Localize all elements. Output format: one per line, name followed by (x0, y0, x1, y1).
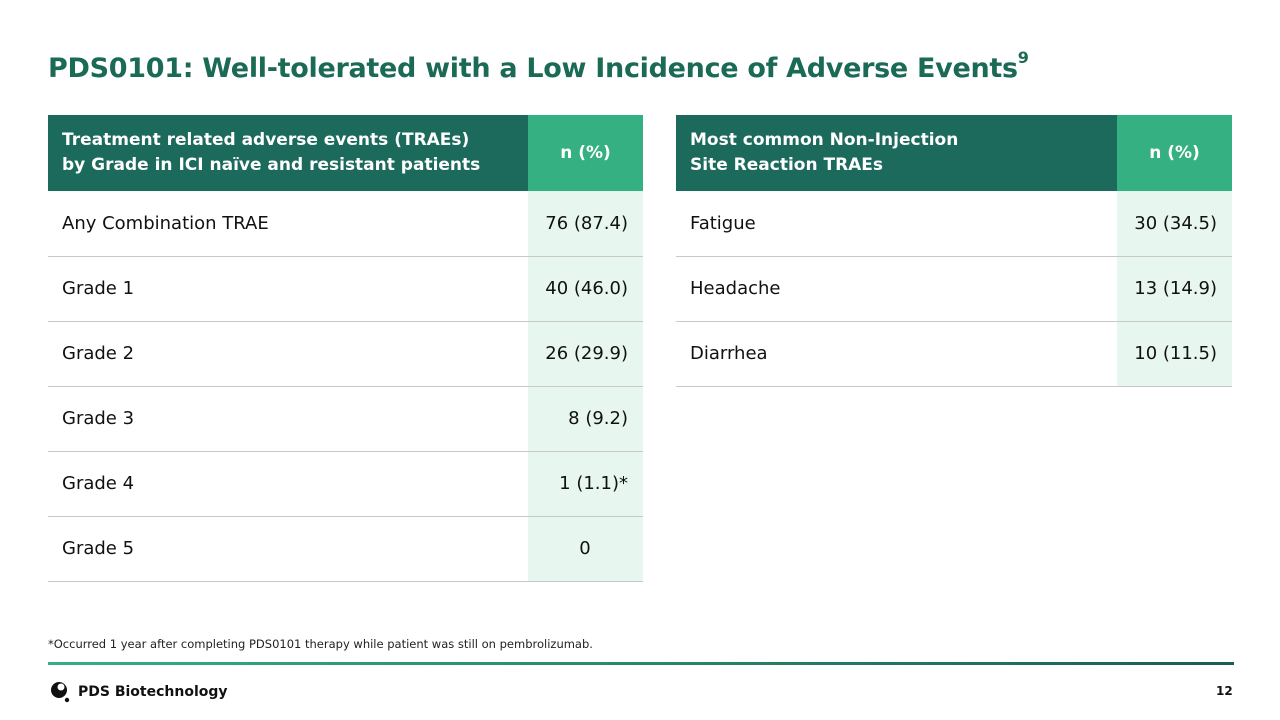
page-number: 12 (1216, 684, 1233, 698)
row-value: 1 (1.1)* (528, 451, 643, 517)
row-label: Grade 4 (48, 451, 528, 517)
row-value: 40 (46.0) (528, 256, 643, 322)
header-line: by Grade in ICI naïve and resistant pati… (62, 155, 481, 175)
row-value: 13 (14.9) (1117, 256, 1232, 322)
row-label: Grade 5 (48, 516, 528, 582)
row-value: 10 (11.5) (1117, 321, 1232, 387)
table-row: Any Combination TRAE 76 (87.4) (48, 191, 643, 257)
logo-mark-icon (51, 682, 70, 703)
table-row: Grade 1 40 (46.0) (48, 256, 643, 322)
slide-title: PDS0101: Well-tolerated with a Low Incid… (48, 48, 1029, 84)
table-row: Diarrhea 10 (11.5) (676, 321, 1232, 387)
row-label: Grade 3 (48, 386, 528, 452)
row-label: Grade 1 (48, 256, 528, 322)
header-n: n (%) (1117, 115, 1232, 191)
row-label: Any Combination TRAE (48, 191, 528, 257)
table-row: Headache 13 (14.9) (676, 256, 1232, 322)
table-header: Treatment related adverse events (TRAEs)… (48, 115, 643, 191)
title-superscript: 9 (1017, 48, 1029, 67)
row-value: 30 (34.5) (1117, 191, 1232, 257)
row-value: 26 (29.9) (528, 321, 643, 387)
logo-text: PDS Biotechnology (78, 684, 228, 700)
row-label: Grade 2 (48, 321, 528, 387)
footer-divider (48, 662, 1234, 665)
common-trae-table: Most common Non-Injection Site Reaction T… (676, 115, 1232, 387)
table-row: Grade 2 26 (29.9) (48, 321, 643, 387)
row-label: Fatigue (676, 191, 1117, 257)
footnote: *Occurred 1 year after completing PDS010… (48, 637, 593, 651)
header-line: Most common Non-Injection (690, 130, 959, 150)
row-value: 76 (87.4) (528, 191, 643, 257)
header-n: n (%) (528, 115, 643, 191)
company-logo: PDS Biotechnology (50, 681, 228, 703)
header-line: Treatment related adverse events (TRAEs) (62, 130, 470, 150)
row-label: Diarrhea (676, 321, 1117, 387)
row-label: Headache (676, 256, 1117, 322)
trae-grade-table: Treatment related adverse events (TRAEs)… (48, 115, 643, 582)
header-label: Most common Non-Injection Site Reaction T… (676, 115, 1117, 191)
row-value: 0 (528, 516, 643, 582)
header-label: Treatment related adverse events (TRAEs)… (48, 115, 528, 191)
table-row: Fatigue 30 (34.5) (676, 191, 1232, 257)
table-header: Most common Non-Injection Site Reaction T… (676, 115, 1232, 191)
row-value: 8 (9.2) (528, 386, 643, 452)
title-text: PDS0101: Well-tolerated with a Low Incid… (48, 53, 1018, 84)
header-line: Site Reaction TRAEs (690, 155, 884, 175)
